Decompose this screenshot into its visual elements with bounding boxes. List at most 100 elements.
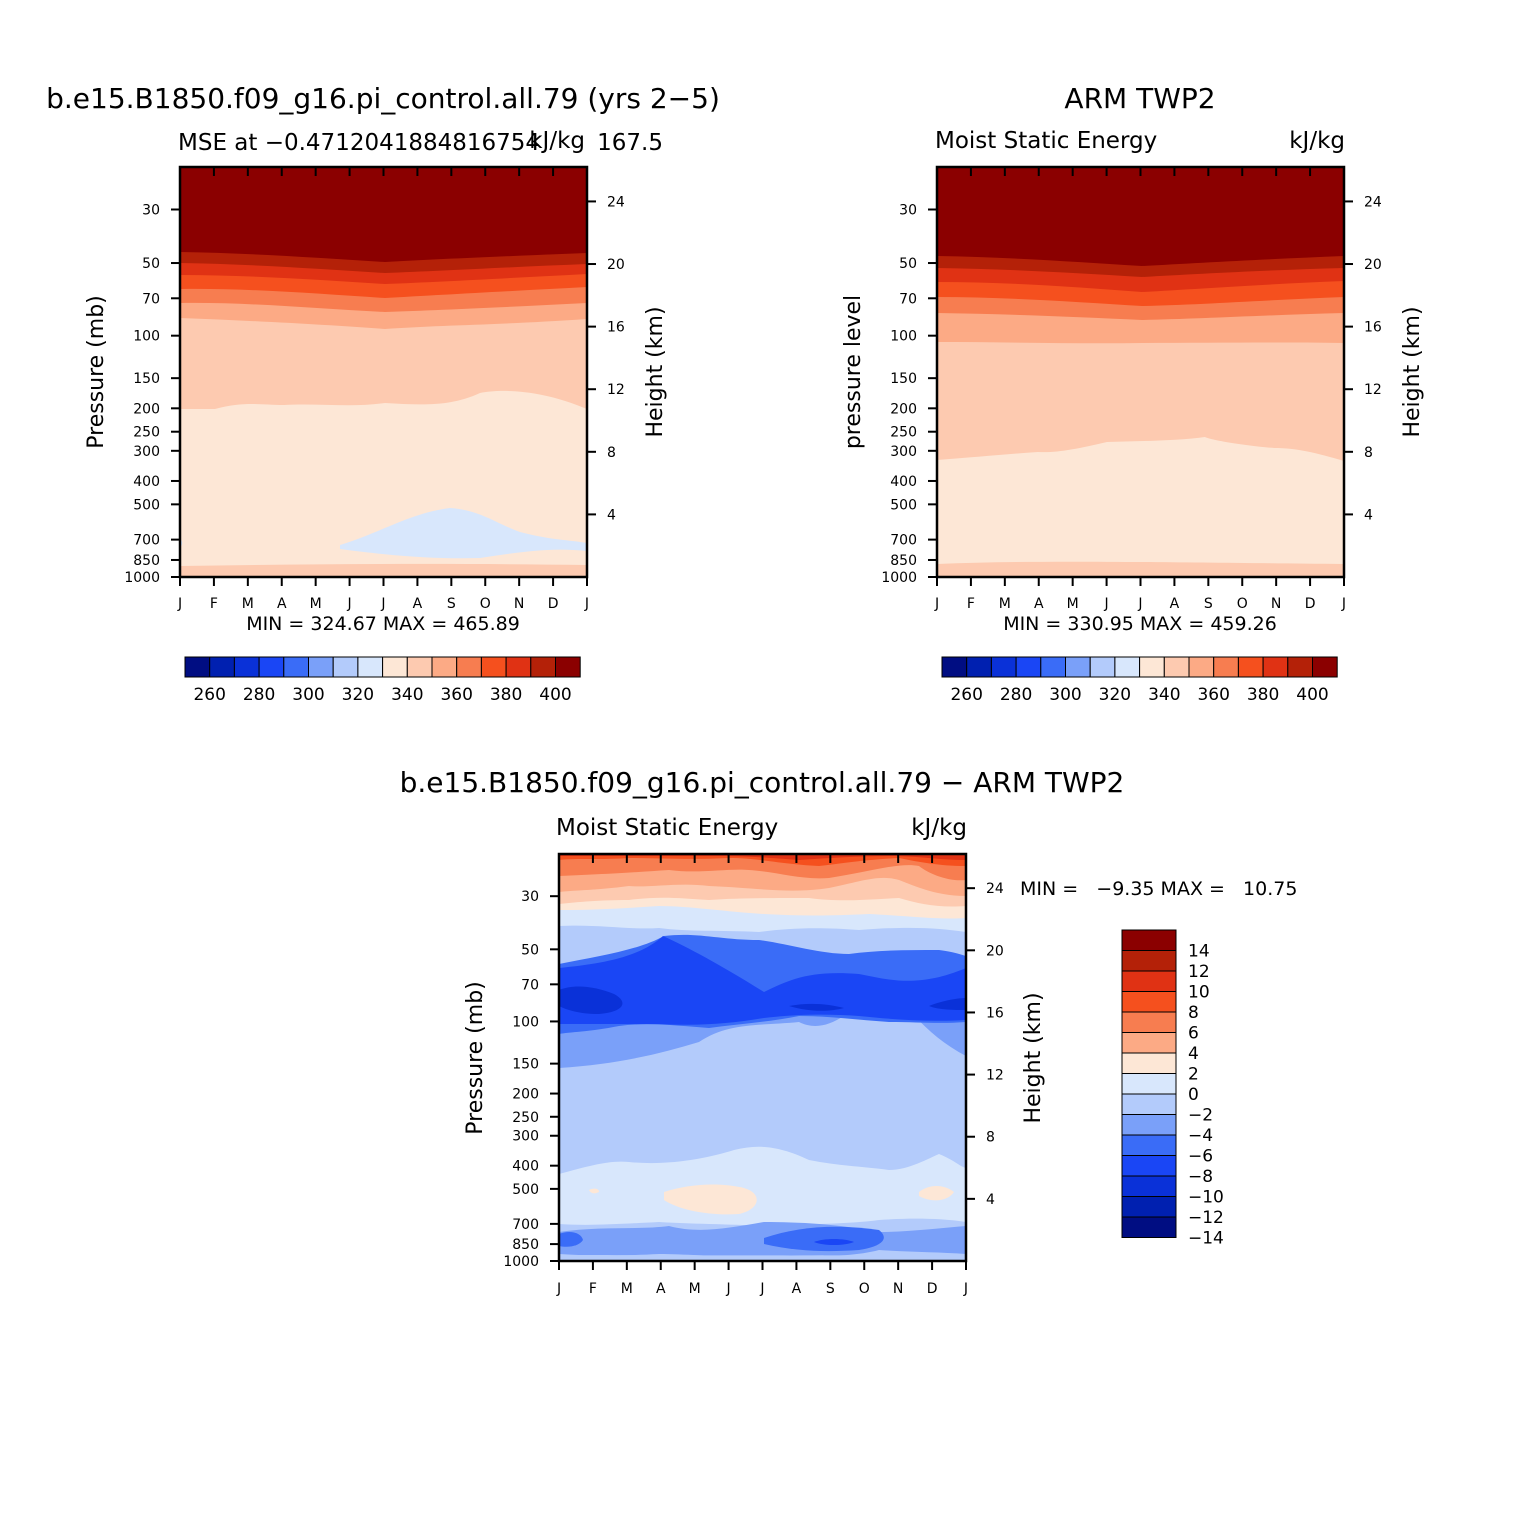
colorbar-box bbox=[258, 656, 285, 678]
colorbar-label: 360 bbox=[440, 685, 472, 705]
y-tick-label: 20 bbox=[607, 257, 625, 273]
y-tick-label: 16 bbox=[986, 1005, 1004, 1021]
panel-diff-title: b.e15.B1850.f09_g16.pi_control.all.79 − … bbox=[400, 766, 1125, 799]
x-tick-label: M bbox=[310, 596, 322, 612]
x-tick-label: A bbox=[277, 596, 287, 612]
y-tick-label: 150 bbox=[133, 371, 160, 387]
y-tick-label: 8 bbox=[986, 1130, 995, 1146]
y-tick-label: 24 bbox=[986, 881, 1004, 897]
y-tick-label: 850 bbox=[133, 553, 160, 569]
colorbar-label: 320 bbox=[342, 685, 374, 705]
x-tick-label: M bbox=[242, 596, 254, 612]
contour-band bbox=[340, 508, 587, 559]
colorbar-box bbox=[1188, 656, 1215, 678]
y-tick-label: 24 bbox=[1364, 194, 1382, 210]
y-tick-label: 700 bbox=[512, 1217, 539, 1233]
colorbar-label: 300 bbox=[292, 685, 324, 705]
x-tick-label: M bbox=[1067, 596, 1079, 612]
colorbar-box bbox=[1121, 929, 1177, 951]
x-tick-label: A bbox=[413, 596, 423, 612]
y-tick-label: 1000 bbox=[124, 570, 160, 586]
panel-obs-plot bbox=[937, 167, 1344, 577]
colorbar-label: −14 bbox=[1188, 1229, 1224, 1249]
contour-band bbox=[559, 1232, 583, 1247]
colorbar-box bbox=[1121, 1175, 1177, 1197]
y-tick-label: 70 bbox=[899, 291, 917, 307]
colorbar-label: 320 bbox=[1099, 685, 1131, 705]
colorbar-box bbox=[406, 656, 433, 678]
panel-model-ylabel-left: Pressure (mb) bbox=[84, 295, 109, 449]
colorbar-box bbox=[209, 656, 235, 678]
contour-band bbox=[664, 1184, 757, 1215]
colorbar-box bbox=[431, 656, 458, 678]
x-tick-label: J bbox=[726, 1281, 731, 1297]
x-tick-label: J bbox=[1341, 596, 1346, 612]
colorbar-box bbox=[332, 656, 359, 678]
x-tick-label: J bbox=[347, 596, 352, 612]
x-tick-label: S bbox=[1204, 596, 1213, 612]
y-tick-label: 100 bbox=[133, 329, 160, 345]
y-tick-label: 70 bbox=[142, 291, 160, 307]
y-tick-label: 250 bbox=[890, 425, 917, 441]
contour-band bbox=[919, 1186, 954, 1201]
x-tick-label: A bbox=[656, 1281, 666, 1297]
y-tick-label: 500 bbox=[133, 497, 160, 513]
y-tick-label: 400 bbox=[512, 1159, 539, 1175]
x-tick-label: J bbox=[1104, 596, 1109, 612]
y-tick-label: 200 bbox=[512, 1087, 539, 1103]
y-tick-label: 20 bbox=[986, 943, 1004, 959]
panel-diff-plot bbox=[559, 854, 966, 1261]
colorbar-box bbox=[184, 656, 211, 678]
colorbar-box bbox=[1287, 656, 1313, 678]
y-tick-label: 300 bbox=[890, 444, 917, 460]
colorbar-label: 4 bbox=[1188, 1044, 1199, 1064]
y-tick-label: 400 bbox=[133, 474, 160, 490]
colorbar-box bbox=[233, 656, 260, 678]
colorbar-label: 340 bbox=[1148, 685, 1180, 705]
colorbar-box bbox=[1139, 656, 1165, 678]
colorbar-label: 8 bbox=[1188, 1003, 1199, 1023]
contour-band bbox=[559, 1146, 966, 1226]
y-tick-label: 12 bbox=[986, 1068, 1004, 1084]
colorbar-label: 280 bbox=[1000, 685, 1032, 705]
colorbar-box bbox=[1089, 656, 1116, 678]
colorbar-box bbox=[1121, 950, 1177, 972]
x-tick-label: J bbox=[759, 1281, 764, 1297]
colorbar-label: 340 bbox=[391, 685, 423, 705]
panel-model-subtitle-right: kJ/kg bbox=[529, 128, 585, 154]
colorbar-box bbox=[456, 656, 482, 678]
colorbar-box bbox=[1121, 1155, 1177, 1177]
colorbar-box bbox=[1237, 656, 1264, 678]
panel-obs-stats: MIN = 330.95 MAX = 459.26 bbox=[1003, 613, 1277, 635]
x-tick-label: S bbox=[447, 596, 456, 612]
colorbar-box bbox=[1121, 1052, 1177, 1074]
colorbar-box bbox=[505, 656, 532, 678]
colorbar-box bbox=[1121, 1073, 1177, 1095]
colorbar-label: −8 bbox=[1188, 1167, 1213, 1187]
colorbar-label: −12 bbox=[1188, 1208, 1224, 1228]
colorbar-box bbox=[1121, 970, 1177, 992]
x-tick-label: F bbox=[967, 596, 975, 612]
panel-diff-ylabel-right: Height (km) bbox=[1021, 992, 1046, 1123]
panel-obs-axes bbox=[928, 165, 1353, 586]
colorbar-label: 400 bbox=[539, 685, 571, 705]
panel-obs-colorbar: 260 280 300 320 340 360 380 400 bbox=[941, 656, 1338, 705]
x-tick-label: J bbox=[934, 596, 939, 612]
colorbar-box bbox=[555, 656, 581, 678]
y-tick-label: 700 bbox=[890, 533, 917, 549]
y-tick-label: 200 bbox=[890, 401, 917, 417]
colorbar-box bbox=[966, 656, 992, 678]
y-tick-label: 12 bbox=[1364, 382, 1382, 398]
panel-model-axes bbox=[171, 165, 596, 586]
panel-diff-axes bbox=[550, 852, 975, 1270]
colorbar-box bbox=[283, 656, 310, 678]
x-tick-label: O bbox=[480, 596, 491, 612]
x-tick-label: F bbox=[210, 596, 218, 612]
y-tick-label: 50 bbox=[899, 256, 917, 272]
y-tick-label: 30 bbox=[521, 889, 539, 905]
x-tick-label: O bbox=[1237, 596, 1248, 612]
x-tick-label: J bbox=[1137, 596, 1142, 612]
